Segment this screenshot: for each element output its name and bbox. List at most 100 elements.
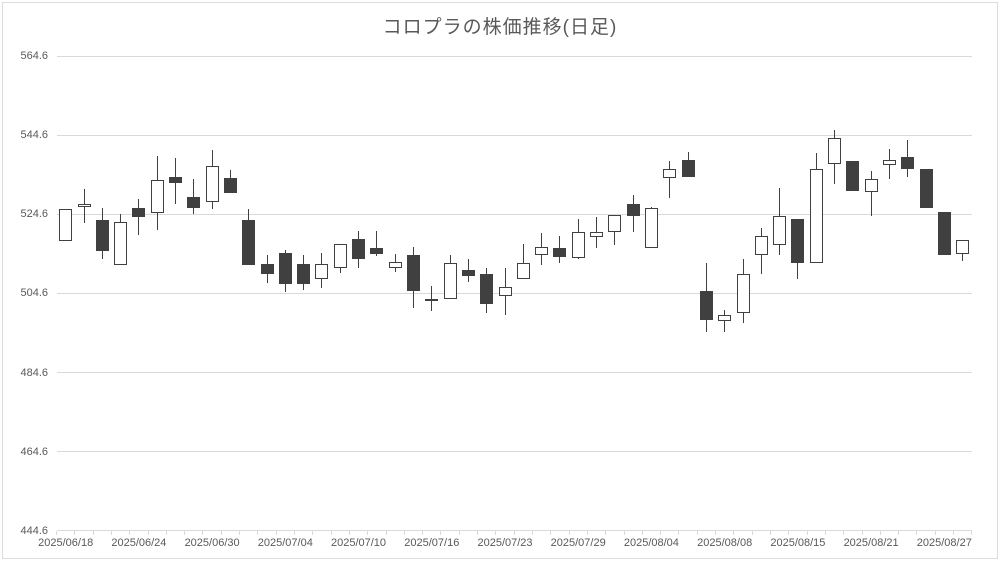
candle-body-up <box>828 137 841 164</box>
candle-wick <box>376 231 378 257</box>
candle-wick <box>138 198 140 236</box>
x-tick-label: 2025/08/04 <box>623 537 679 550</box>
x-tick-label: 2025/08/21 <box>843 537 899 550</box>
candle-body-up <box>956 240 970 255</box>
candle-body-up <box>644 207 658 248</box>
candle-body-down <box>370 248 384 255</box>
candle-body-up <box>498 286 512 296</box>
x-axis-tick <box>733 530 735 535</box>
candle-body-up <box>571 231 585 259</box>
x-axis-tick <box>824 530 826 535</box>
x-axis-tick <box>843 530 845 535</box>
x-axis-tick <box>477 530 478 535</box>
candle-body-down <box>901 156 915 169</box>
candle-body-up <box>388 262 402 268</box>
x-axis-tick <box>294 530 295 535</box>
candle-body-up <box>516 262 530 280</box>
x-axis-tick <box>257 530 259 535</box>
gridline <box>56 292 972 294</box>
x-tick-label: 2025/06/24 <box>111 537 167 550</box>
candle-body-up <box>114 221 128 265</box>
candle-wick <box>724 310 726 332</box>
x-axis-tick <box>330 530 332 535</box>
candle-body-down <box>461 270 475 277</box>
gridline <box>56 213 972 215</box>
x-axis-tick <box>147 530 149 535</box>
x-axis-tick <box>769 530 771 535</box>
gridline <box>56 372 972 373</box>
x-axis-tick <box>696 530 698 535</box>
x-axis-tick <box>440 530 442 535</box>
candle-body-up <box>59 208 73 242</box>
x-tick-label: 2025/06/18 <box>38 537 94 550</box>
y-tick-label: 564.6 <box>20 50 48 62</box>
candle-body-down <box>791 219 805 264</box>
x-axis-tick <box>623 530 625 535</box>
y-tick-label: 544.6 <box>20 129 48 142</box>
x-tick-label: 2025/07/10 <box>330 537 387 550</box>
candle-body-down <box>699 291 713 320</box>
x-axis-tick <box>806 530 808 535</box>
x-axis-tick <box>129 530 131 535</box>
x-axis-tick <box>184 530 186 535</box>
x-axis-tick <box>916 530 918 535</box>
candle-body-down <box>681 160 695 177</box>
y-tick-label: 524.6 <box>20 208 48 221</box>
candle-body-down <box>626 204 640 216</box>
candle-body-up <box>864 179 878 192</box>
y-tick-label: 484.6 <box>20 366 48 379</box>
candle-body-up <box>608 215 622 232</box>
candle-wick <box>467 258 469 282</box>
x-axis-tick <box>239 530 241 535</box>
candle-body-down <box>187 196 201 209</box>
x-axis-tick <box>513 530 515 535</box>
candle-body-up <box>773 215 787 246</box>
x-tick-label: 2025/08/08 <box>697 537 753 550</box>
x-tick-label: 2025/07/23 <box>477 537 533 550</box>
x-axis-tick <box>788 530 790 535</box>
gridline <box>56 55 972 57</box>
x-axis-tick <box>220 530 222 535</box>
x-axis-tick <box>202 530 204 535</box>
x-axis-tick <box>586 530 588 535</box>
x-tick-label: 2025/07/29 <box>550 537 606 550</box>
x-axis-tick <box>660 530 662 535</box>
candle-body-up <box>663 168 677 178</box>
x-axis-tick <box>458 530 460 535</box>
candle-body-up <box>754 236 768 256</box>
candle-body-down <box>553 247 567 257</box>
candle-body-up <box>425 298 439 302</box>
x-axis-tick <box>403 530 405 535</box>
candle-body-down <box>278 253 292 285</box>
y-tick-label: 444.6 <box>20 524 48 537</box>
x-axis-tick <box>971 530 973 535</box>
candle-body-down <box>242 220 256 265</box>
candle-body-down <box>407 254 420 291</box>
x-axis-tick <box>532 530 533 535</box>
candle-body-down <box>480 273 494 305</box>
x-axis-tick <box>74 530 76 535</box>
candle-wick <box>870 171 872 217</box>
x-axis-tick <box>92 530 94 535</box>
x-axis-tick <box>879 530 881 535</box>
x-axis-tick <box>751 530 753 535</box>
x-tick-label: 2025/07/16 <box>404 537 460 550</box>
x-axis-tick <box>605 530 607 535</box>
x-axis-tick <box>312 530 314 535</box>
candle-body-up <box>590 231 603 237</box>
x-axis-tick <box>385 530 387 535</box>
x-axis-tick <box>275 530 277 535</box>
x-axis-tick <box>861 530 863 535</box>
candle-body-up <box>535 247 549 255</box>
candle-body-up <box>333 244 347 268</box>
y-tick-label: 464.6 <box>20 445 48 458</box>
x-axis-tick <box>568 530 570 535</box>
candle-wick <box>193 179 195 214</box>
x-axis-tick <box>165 530 167 535</box>
candle-body-up <box>315 264 329 280</box>
x-axis-tick <box>953 530 954 535</box>
x-axis-tick <box>56 530 57 535</box>
gridline <box>56 451 972 453</box>
